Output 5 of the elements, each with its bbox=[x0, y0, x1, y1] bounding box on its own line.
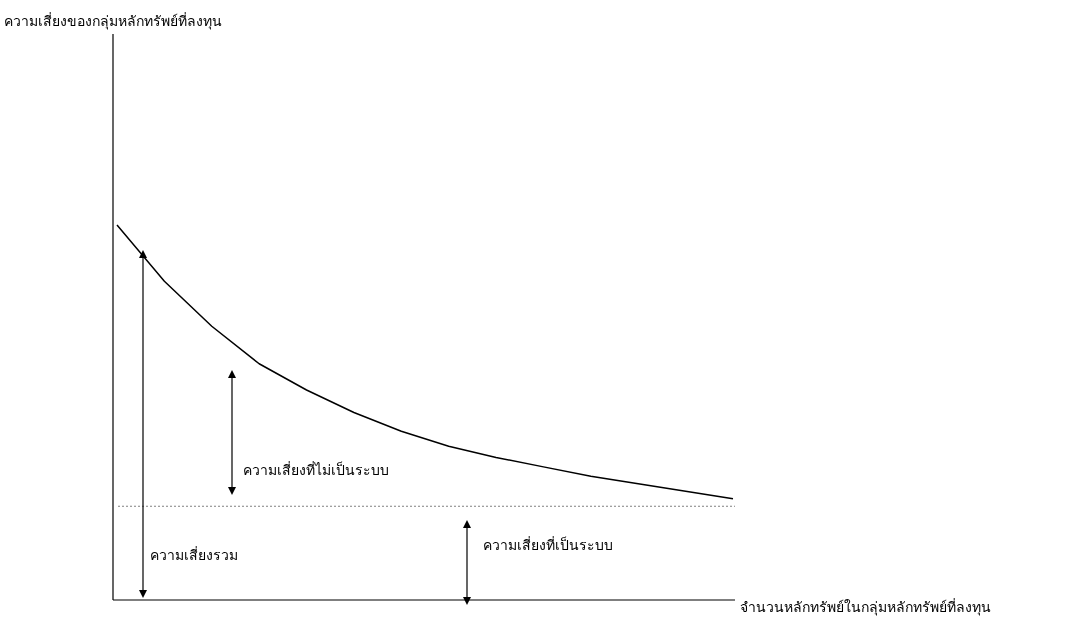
annotation: ความเสี่ยงรวม bbox=[150, 546, 238, 563]
text: ความเสี่ยงของกลุ่มหลักทรัพย์ที่ลงทุน bbox=[4, 12, 222, 30]
annotation: ความเสี่ยงที่ไม่เป็นระบบ bbox=[243, 461, 389, 478]
annotation: ความเสี่ยงที่เป็นระบบ bbox=[483, 536, 613, 553]
x-axis-title: จำนวนหลักทรัพย์ในกลุ่มหลักทรัพย์ที่ลงทุน bbox=[740, 598, 991, 616]
